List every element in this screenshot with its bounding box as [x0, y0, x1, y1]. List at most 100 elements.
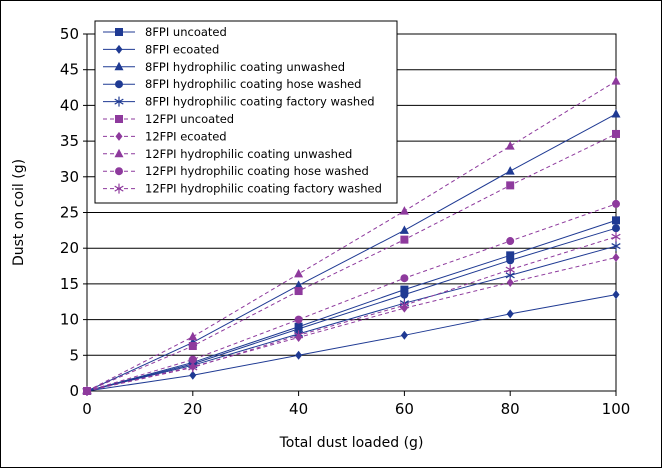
data-point [611, 76, 621, 85]
series-line [86, 245, 617, 392]
data-point [506, 251, 515, 260]
series-line [86, 113, 617, 392]
x-tick-label: 100 [602, 400, 631, 418]
legend-swatch-marker [115, 28, 123, 36]
data-point [612, 216, 620, 225]
data-point [506, 237, 515, 246]
data-point [294, 268, 304, 278]
x-tick-label: 20 [183, 400, 202, 418]
data-point [505, 166, 515, 175]
series-1 [83, 290, 620, 396]
series-line [86, 80, 617, 392]
data-point [505, 141, 515, 150]
legend: 8FPI uncoated 8FPI ecoated 8FPI hydrophili… [94, 20, 398, 204]
data-point [506, 181, 515, 190]
data-point [612, 129, 620, 138]
data-point [400, 330, 408, 340]
series-layer [82, 76, 621, 396]
x-tick-label: 40 [289, 400, 308, 418]
series-line [86, 256, 617, 392]
data-point [293, 330, 304, 341]
legend-label: 12FPI hydrophilic coating hose washed [145, 164, 369, 178]
y-tick-label: 5 [69, 346, 79, 364]
y-tick-label: 25 [60, 204, 79, 222]
x-tick-label: 60 [395, 400, 414, 418]
series-line [86, 219, 617, 392]
data-point [400, 235, 409, 244]
x-tick-label: 0 [82, 400, 92, 418]
legend-entry: 8FPI hydrophilic coating factory washed [103, 95, 375, 109]
data-point [505, 264, 515, 275]
data-point [612, 199, 620, 208]
data-point [82, 386, 92, 396]
legend-box [94, 20, 398, 204]
legend-label: 12FPI ecoated [145, 129, 227, 143]
y-tick-label: 0 [69, 382, 79, 400]
legend-entry: 8FPI hydrophilic coating unwashed [103, 60, 345, 74]
legend-label: 8FPI hydrophilic coating unwashed [145, 60, 345, 74]
legend-entry: 12FPI hydrophilic coating unwashed [103, 147, 352, 161]
legend-swatch-marker [114, 148, 124, 158]
series-4 [82, 241, 621, 396]
legend-label: 8FPI hydrophilic coating factory washed [145, 95, 375, 109]
data-point [188, 342, 197, 351]
legend-entry: 12FPI uncoated [103, 112, 234, 126]
data-point [399, 225, 409, 234]
y-tick-label: 30 [60, 168, 79, 186]
data-point [188, 331, 198, 341]
data-point [188, 355, 197, 364]
data-point [189, 370, 197, 380]
axes: 0 5 10 15 20 25 30 35 40 45 50 0 20 40 60 80 100 [60, 25, 630, 418]
series-line [86, 227, 617, 392]
legend-entry: 8FPI hydrophilic coating hose washed [103, 77, 361, 91]
data-point [399, 300, 410, 311]
y-tick-label: 15 [60, 275, 79, 293]
y-axis-title: Dust on coil (g) [11, 159, 27, 266]
series-3 [83, 224, 620, 395]
series-line [86, 294, 617, 392]
data-point [506, 256, 515, 265]
legend-swatch-marker [115, 131, 123, 141]
data-point [399, 206, 409, 215]
legend-swatch-marker [115, 115, 123, 123]
data-point [612, 290, 620, 300]
y-tick-label: 40 [60, 96, 79, 114]
data-point [506, 309, 514, 319]
data-point [611, 108, 621, 118]
legend-swatch-marker [114, 183, 124, 194]
series-8 [83, 199, 620, 395]
x-axis-title: Total dust loaded (g) [279, 435, 424, 451]
legend-label: 12FPI hydrophilic coating factory washed [145, 182, 382, 196]
data-point [294, 315, 303, 324]
legend-entry: 12FPI ecoated [103, 129, 227, 143]
data-point [611, 231, 621, 242]
y-tick-label: 35 [60, 132, 79, 150]
y-tick-label: 50 [60, 25, 79, 43]
y-tick-label: 10 [60, 311, 79, 329]
data-point [295, 350, 303, 360]
data-point [294, 280, 304, 289]
data-point [612, 224, 620, 233]
data-point [400, 274, 409, 283]
legend-label: 12FPI uncoated [145, 112, 234, 126]
legend-swatch-marker [114, 96, 124, 107]
legend-label: 8FPI uncoated [145, 25, 227, 39]
legend-label: 8FPI hydrophilic coating hose washed [145, 77, 361, 91]
legend-swatch-marker [115, 80, 123, 89]
data-point [611, 241, 621, 252]
y-tick-label: 45 [60, 61, 79, 79]
legend-entry: 12FPI hydrophilic coating factory washed [103, 182, 382, 196]
legend-label: 8FPI ecoated [145, 42, 219, 56]
legend-label: 12FPI hydrophilic coating unwashed [145, 147, 352, 161]
legend-swatch-marker [114, 61, 124, 71]
series-line [86, 203, 617, 392]
x-tick-label: 80 [501, 400, 520, 418]
data-point [400, 290, 409, 299]
data-point [400, 285, 409, 294]
data-point [506, 277, 514, 287]
series-line [86, 236, 617, 392]
legend-swatch-marker [115, 44, 123, 54]
data-point [188, 362, 198, 373]
legend-swatch-marker [115, 167, 123, 176]
